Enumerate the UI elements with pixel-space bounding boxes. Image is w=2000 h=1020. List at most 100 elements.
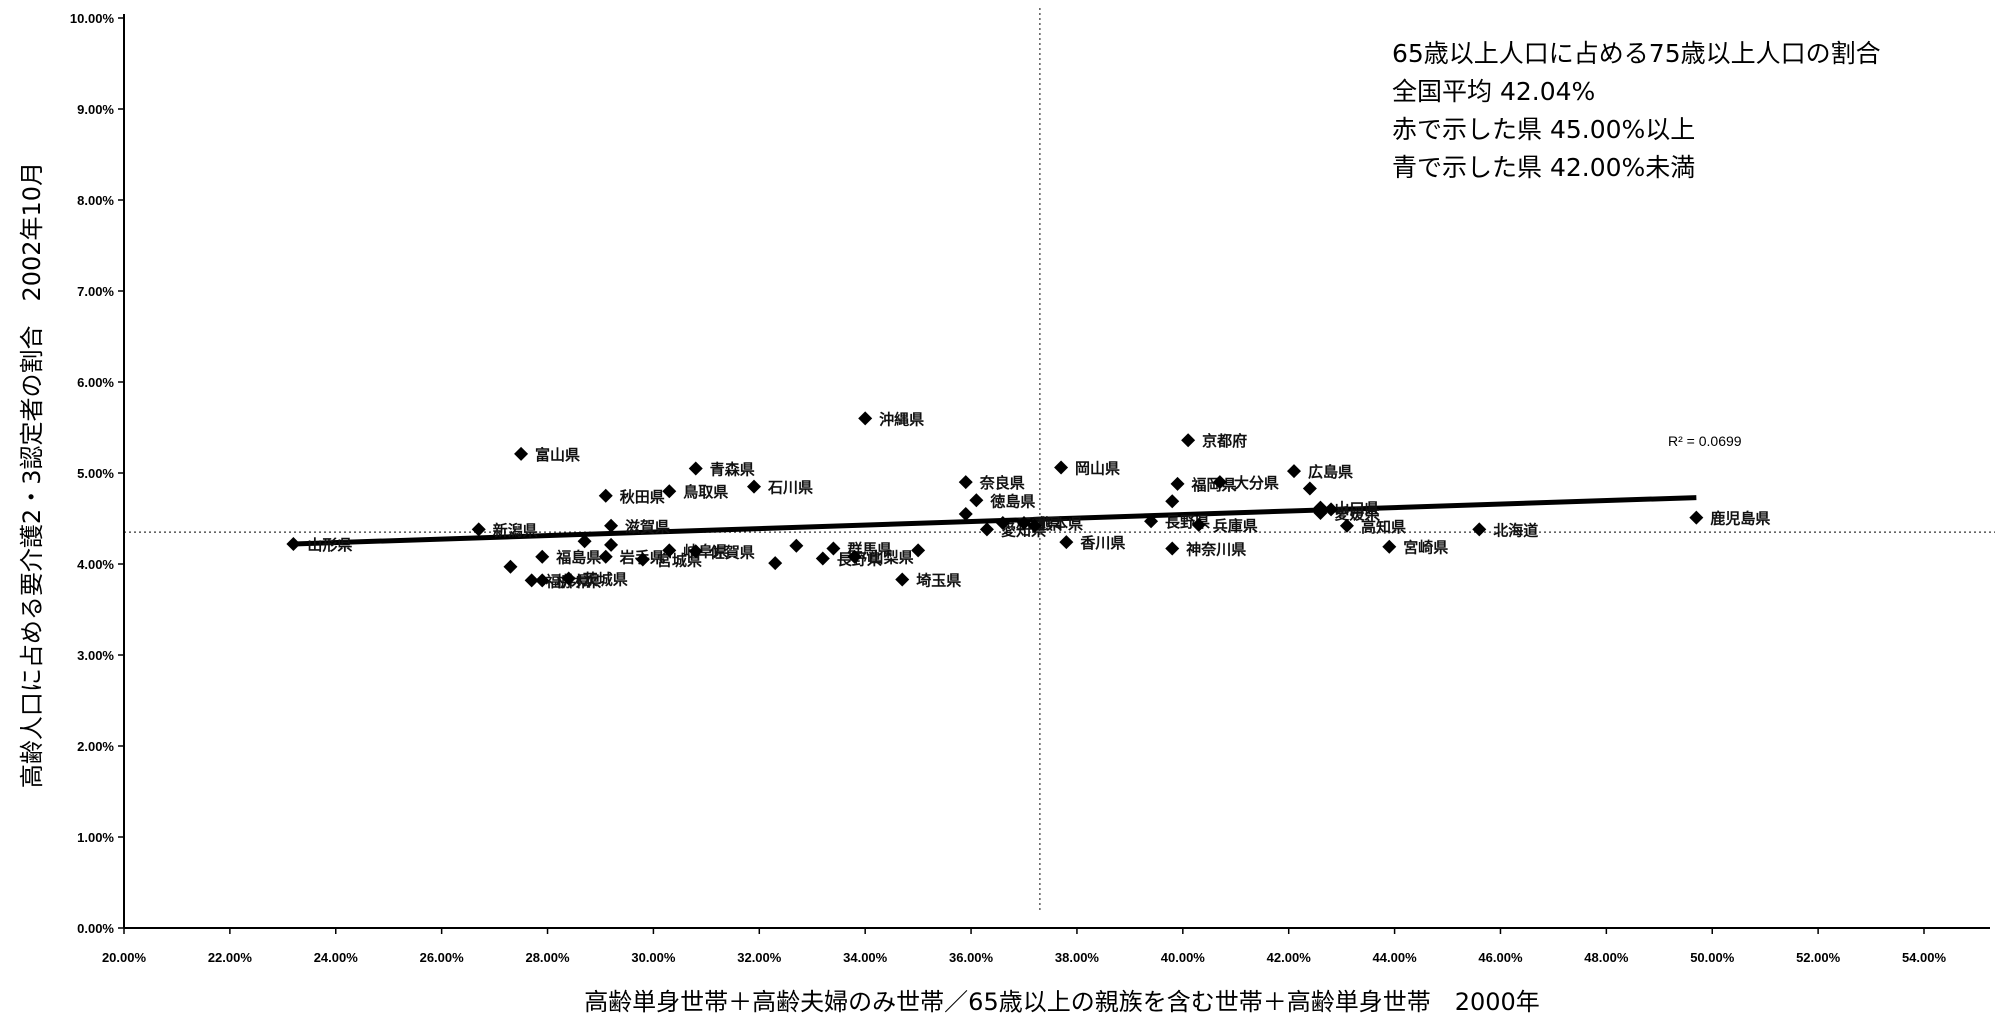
y-tick-label: 1.00% [77,830,114,845]
y-tick-label: 9.00% [77,102,114,117]
x-tick-label: 24.00% [314,950,359,965]
diamond-marker [535,549,550,564]
point-label: 茨城県 [583,571,628,589]
data-point: 秋田県 [598,488,665,506]
data-point [1165,494,1180,509]
x-tick-label: 34.00% [843,950,888,965]
y-tick-label: 4.00% [77,557,114,572]
data-point [768,556,783,571]
trendline-group [293,495,1697,547]
data-point: 岡山県 [1054,460,1120,478]
diamond-marker [815,551,830,566]
axes [123,14,1990,929]
data-point: 福島県 [535,549,601,567]
point-label: 長野県 [837,551,882,569]
x-tick-label: 28.00% [525,950,570,965]
point-label: 沖縄県 [879,410,924,428]
diamond-marker [1382,539,1397,554]
diamond-marker [1287,464,1301,479]
data-point: 滋賀県 [604,518,670,536]
diamond-marker [1059,535,1074,550]
point-label: 秋田県 [620,488,665,506]
data-point: 長野県 [815,551,882,569]
diamond-marker [979,522,994,537]
diamond-marker [1302,481,1317,496]
point-label: 広島県 [1308,463,1353,481]
annotation-line-3: 赤で示した県 45.00%以上 [1392,115,1695,144]
data-point: 熊本県 [1017,515,1083,533]
diamond-marker [1165,541,1180,556]
diamond-marker [524,573,539,588]
y-tick-label: 8.00% [77,193,114,208]
point-label: 宮崎県 [1403,539,1448,557]
point-label: 徳島県 [989,492,1035,510]
data-point: 奈良県 [958,474,1025,492]
data-point: 広島県 [1287,463,1353,481]
point-label: 熊本県 [1038,515,1083,533]
x-tick-label: 38.00% [1055,950,1100,965]
data-point [911,543,926,558]
annotation-line-2: 全国平均 42.04% [1392,77,1595,106]
data-point: 鳥取県 [662,483,728,501]
data-point [958,506,973,521]
data-point: 高知県 [1339,518,1406,536]
diamond-marker [662,484,677,499]
data-points: 山形県新潟県富山県福井県栃木県福島県茨城県秋田県滋賀県岩手県宮城県岐阜県鳥取県青… [286,410,1770,590]
data-point [604,537,619,552]
diamond-marker [1339,518,1354,533]
point-label: 岡山県 [1075,460,1120,478]
point-label: 京都府 [1202,432,1247,450]
diamond-marker [826,541,841,556]
point-label: 山形県 [307,536,352,554]
point-label: 滋賀県 [625,518,670,536]
data-point: 佐賀県 [688,543,755,561]
point-label: 石川県 [767,479,813,497]
diamond-marker [1191,517,1206,532]
diamond-marker [1313,506,1328,521]
diamond-marker [995,516,1010,531]
point-label: 富山県 [535,446,580,464]
diamond-marker [1689,510,1704,525]
data-point: 青森県 [688,460,755,478]
diamond-marker [1165,494,1180,509]
point-label: 新潟県 [493,521,538,539]
data-point: 沖縄県 [858,410,924,428]
data-point [789,538,804,553]
diamond-marker [958,475,973,490]
point-label: 高知県 [1361,518,1406,536]
data-point: 石川県 [747,479,813,497]
data-point: 京都府 [1181,432,1247,450]
point-label: 奈良県 [979,474,1025,492]
point-label: 福岡県 [1191,476,1237,494]
y-tick-label: 2.00% [77,739,114,754]
diamond-marker [503,559,518,574]
data-point: 神奈川県 [1165,541,1246,559]
diamond-marker [598,549,613,564]
data-point [1324,502,1339,517]
point-label: 鹿児島県 [1710,510,1770,528]
x-tick-label: 54.00% [1902,950,1947,965]
point-label: 青森県 [710,460,755,478]
point-label: 鳥取県 [683,483,728,501]
x-tick-label: 44.00% [1373,950,1418,965]
x-tick-label: 40.00% [1161,950,1206,965]
y-tick-label: 0.00% [77,921,114,936]
diamond-marker [969,493,984,508]
data-point: 山梨県 [847,549,914,567]
diamond-marker [471,522,486,537]
annotation-box: 65歳以上人口に占める75歳以上人口の割合 全国平均 42.04% 赤で示した県… [1392,39,1881,182]
diamond-marker [1054,460,1069,475]
x-axis-title: 高齢単身世帯＋高齢夫婦のみ世帯／65歳以上の親族を含む世帯＋高齢単身世帯 200… [584,988,1540,1016]
data-point: 香川県 [1059,534,1125,552]
tick-labels: 0.00% 1.00% 2.00% 3.00% 4.00% 5.00% 6.00% 7.00%… [70,11,1947,965]
data-point: 新潟県 [471,521,538,539]
diamond-marker [514,446,529,461]
annotation-line-4: 青で示した県 42.00%未満 [1392,153,1695,182]
diamond-marker [688,544,703,559]
x-tick-label: 26.00% [420,950,465,965]
point-label: 山口県 [1334,500,1379,518]
point-label: 香川県 [1080,534,1125,552]
diamond-marker [535,573,550,588]
data-point: 鹿児島県 [1689,510,1770,528]
point-label: 埼玉県 [916,571,961,589]
